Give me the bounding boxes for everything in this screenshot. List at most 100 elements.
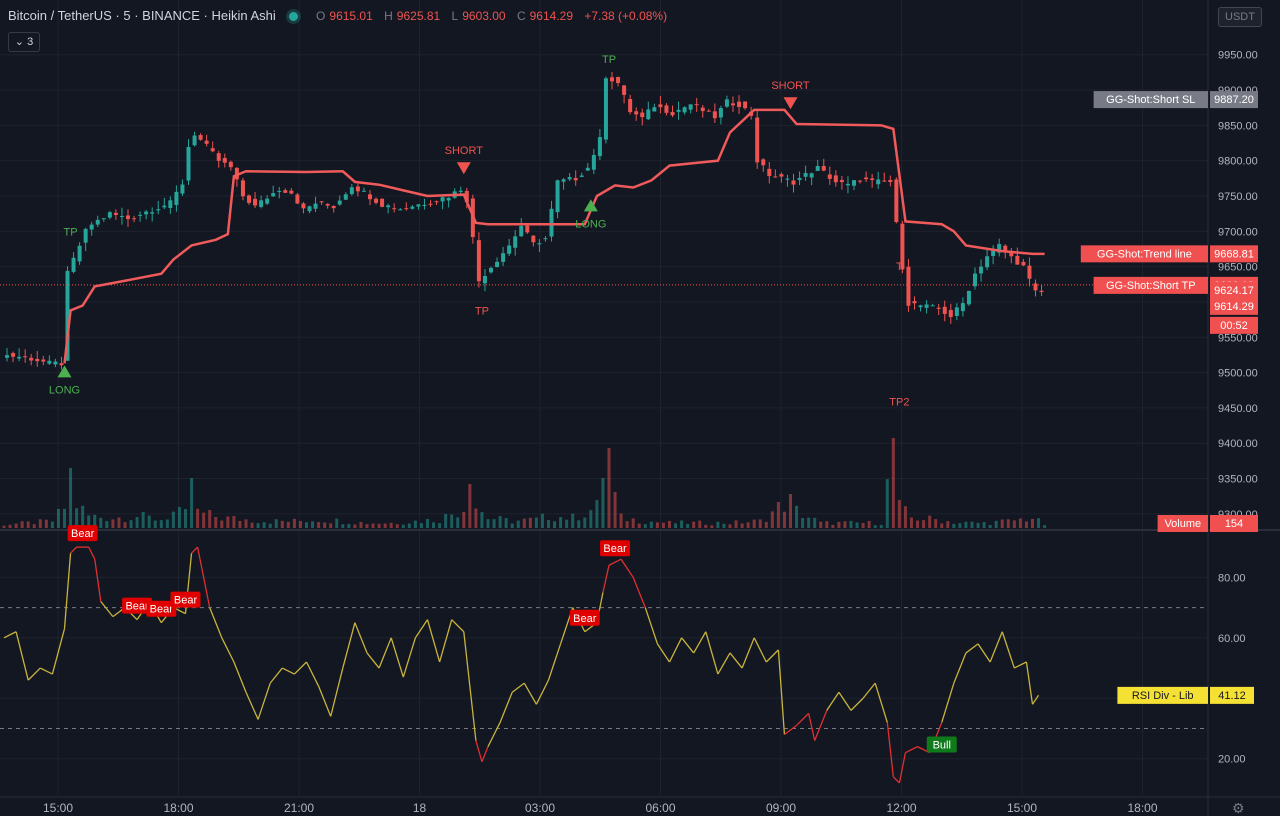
price-label-value: 9614.29 [1214,301,1254,313]
volume-bar [668,520,671,528]
rsi-line-segment [487,722,501,747]
symbol-title[interactable]: Bitcoin / TetherUS · 5 · BINANCE · Heiki… [8,8,276,23]
candle-body [289,190,294,194]
volume-bar [214,517,218,528]
candle-body [549,208,554,237]
rsi-line-segment [523,682,537,705]
volume-bar [262,522,266,528]
candle-body [930,305,935,307]
candle-body [845,183,850,186]
candle-body [543,238,548,240]
take-profit-label: TP [602,54,616,66]
candle-body [737,101,742,107]
time-tick-label: 18:00 [163,801,193,815]
rsi-line-segment [3,631,17,639]
candle-body [71,257,76,272]
candle-body [95,219,100,225]
bear-label-text: Bear [174,595,198,607]
volume-bar [159,520,163,528]
candle-body [1015,255,1020,265]
volume-bar [20,521,24,528]
candle-body [428,203,433,205]
volume-bar [571,513,575,528]
time-axis[interactable]: 15:00 18:00 21:00 18 03:00 06:00 09:00 12:00 15:… [43,801,1158,815]
volume-bar [1000,519,1004,528]
rsi-line-segment [293,661,307,675]
bear-label-text: Bear [125,601,149,613]
volume-bar [202,512,206,528]
price-axis-label: GG-Shot:Short SL 9887.20 [1093,91,1258,109]
take-profit-label: TP2 [889,397,909,409]
price-label-value: 00:52 [1220,320,1248,332]
rsi-line-segment [784,724,797,736]
volume-bar [274,519,278,528]
volume-bar [934,519,938,528]
price-axis-label: 9614.29 [1210,297,1258,315]
price-tick-label: 9650.00 [1218,262,1258,274]
price-tick-label: 9350.00 [1218,474,1258,486]
rsi-line-segment [354,622,368,654]
volume-bar [81,505,85,528]
candle-body [966,290,971,305]
candle-body [561,179,566,182]
volume-bar [770,511,774,528]
candle-body [954,307,959,316]
candle-body [41,359,46,362]
volume-bar [903,506,907,528]
currency-button[interactable]: USDT [1218,7,1262,27]
volume-bar [208,510,212,528]
candle-body [942,306,947,314]
volume-bar [740,523,744,528]
candle-body [791,180,796,185]
rsi-line-segment [27,667,41,681]
volume-bar [389,522,393,528]
candle-body [313,203,318,209]
volume-bar [87,515,91,528]
volume-bar [928,515,932,528]
rsi-line-segment [729,652,743,669]
candle-body [761,159,766,166]
volume-bar [250,522,254,528]
volume-bar [426,518,429,528]
indicators-toggle-button[interactable]: ⌄ 3 [8,32,40,52]
gear-icon[interactable]: ⚙ [1232,800,1245,816]
candle-body [1021,261,1026,266]
candle-body [349,187,354,195]
volume-bar [486,519,490,528]
volume-bar [38,519,42,528]
volume-bar [238,520,242,528]
volume-bar [419,523,423,528]
candle-body [144,211,149,215]
candle-body [186,147,191,181]
price-label-value: 9624.17 [1214,285,1254,297]
volume-bar [69,468,73,528]
candle-body [464,190,469,203]
candle-body [228,161,233,168]
volume-bar [456,517,460,528]
symbol-legend[interactable]: Bitcoin / TetherUS · 5 · BINANCE · Heiki… [8,8,671,23]
rsi-tick-label: 60.00 [1218,633,1246,645]
volume-bar [837,521,841,528]
candle-body [113,212,118,215]
price-label-value: 9887.20 [1214,94,1254,106]
rsi-line-segment [1001,631,1015,669]
price-axis-label: 00:52 [1210,316,1258,334]
candle-body [676,109,681,112]
candle-body [900,223,905,270]
candle-body [325,203,330,206]
volume-bar [401,524,405,528]
rsi-line-segment [15,631,29,681]
volume-bar [468,484,472,528]
rsi-line-segment [330,667,344,717]
rsi-line-segment [808,713,816,741]
rsi-line-segment [233,661,247,693]
candle-body [180,184,185,194]
volume-bar [922,520,926,528]
bear-label-badge [170,591,201,608]
candle-body [724,99,729,107]
volume-bar [734,520,738,528]
price-label-name-box [1080,245,1208,263]
volume-bar [855,522,859,528]
candle-body [83,228,88,243]
